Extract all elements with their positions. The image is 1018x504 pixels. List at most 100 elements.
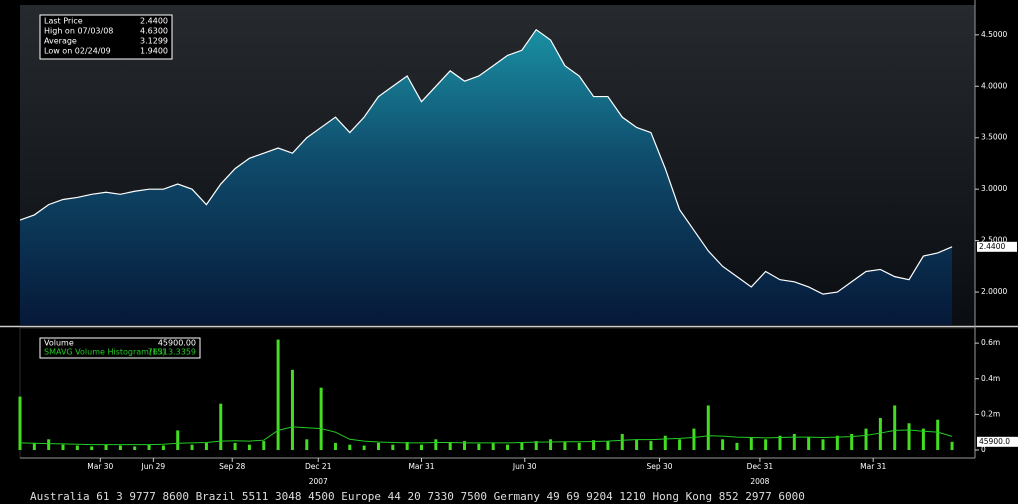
volume-bar	[204, 442, 208, 450]
volume-bar	[147, 444, 151, 450]
legend-label: High on 07/03/08	[44, 27, 113, 36]
footer: Australia 61 3 9777 8600 Brazil 5511 304…	[30, 490, 805, 503]
volume-bar	[692, 428, 696, 450]
x-tick-label: Mar 31	[860, 462, 886, 471]
year-label: 2007	[309, 477, 328, 486]
volume-bar	[792, 433, 796, 450]
last-price-tag	[977, 241, 1017, 252]
volume-bar	[319, 387, 323, 450]
legend-label: Average	[44, 37, 77, 46]
volume-bar	[118, 445, 122, 450]
volume-bar	[491, 442, 495, 450]
year-label: 2008	[750, 477, 769, 486]
volume-bar	[778, 435, 782, 450]
volume-bar	[878, 417, 882, 450]
x-tick-label: Jun 30	[512, 462, 537, 471]
x-tick-label: Dec 31	[747, 462, 774, 471]
volume-bar	[921, 428, 925, 450]
volume-bar	[247, 444, 251, 450]
volume-bar	[219, 403, 223, 450]
volume-bar	[592, 440, 596, 450]
volume-bar	[434, 439, 438, 450]
x-tick-label: Sep 30	[646, 462, 672, 471]
x-tick-label: Mar 30	[87, 462, 113, 471]
y-tick-label: 3.5000	[981, 133, 1007, 142]
volume-bar	[821, 439, 825, 450]
volume-bar	[420, 444, 424, 450]
legend-value: 76313.3359	[148, 348, 196, 357]
volume-bar	[663, 435, 667, 450]
legend-label: Low on 02/24/09	[44, 47, 111, 56]
volume-bar	[262, 441, 266, 450]
x-tick-label: Dec 21	[305, 462, 332, 471]
last-volume-label: 45900.0	[979, 437, 1010, 446]
volume-bar	[606, 441, 610, 450]
y-tick-label: 2.0000	[981, 287, 1007, 296]
last-price-label: 2.4400	[979, 242, 1005, 251]
volume-bar	[678, 439, 682, 450]
y-tick-label: 3.0000	[981, 184, 1007, 193]
volume-bar	[907, 423, 911, 450]
volume-bar	[620, 433, 624, 450]
volume-bar	[735, 442, 739, 450]
volume-bar	[563, 441, 567, 450]
volume-bar	[333, 442, 337, 450]
y-tick-label: 4.5000	[981, 30, 1007, 39]
legend-label: Last Price	[44, 17, 83, 26]
volume-bar	[577, 442, 581, 450]
legend-value: 2.4400	[140, 17, 168, 26]
volume-bar	[549, 439, 553, 450]
volume-bar	[463, 441, 467, 450]
y-tick-label: 0.4m	[981, 374, 1000, 383]
legend-box	[39, 14, 173, 60]
volume-bar	[61, 444, 65, 450]
volume-bar	[305, 439, 309, 450]
volume-bar	[32, 442, 36, 450]
volume-bar	[764, 439, 768, 450]
y-tick-label: 0.2m	[981, 409, 1000, 418]
volume-bar	[190, 444, 194, 450]
x-tick-label: Mar 31	[408, 462, 434, 471]
price-line	[19, 28, 953, 295]
last-volume-tag	[977, 436, 1018, 447]
x-tick-label: Jun 29	[141, 462, 166, 471]
volume-bar	[133, 446, 137, 450]
price-area	[20, 29, 953, 326]
x-tick-label: Sep 28	[219, 462, 245, 471]
legend-label: Volume	[44, 339, 74, 348]
volume-bar	[749, 437, 753, 450]
volume-bar	[835, 435, 839, 450]
legend-box	[39, 337, 201, 359]
volume-bar	[90, 446, 94, 450]
volume-bar	[405, 441, 409, 450]
volume-bar	[348, 444, 352, 450]
volume-bar	[864, 428, 868, 450]
volume-bar	[534, 441, 538, 450]
volume-bar	[706, 405, 710, 450]
y-tick-label: 4.0000	[981, 81, 1007, 90]
volume-bar	[520, 442, 524, 450]
volume-bar	[477, 443, 481, 450]
volume-bar	[448, 442, 452, 450]
legend-value: 45900.00	[158, 339, 196, 348]
legend-value: 4.6300	[140, 27, 168, 36]
volume-bar	[47, 439, 51, 450]
legend-value: 1.9400	[140, 47, 168, 56]
volume-bar	[290, 369, 294, 450]
smavg-line	[19, 426, 953, 446]
volume-bar	[635, 439, 639, 450]
y-tick-label: 0.6m	[981, 338, 1000, 347]
volume-bar	[362, 445, 366, 450]
y-tick-label: 0	[981, 445, 986, 454]
volume-bar	[75, 445, 79, 450]
volume-bar	[233, 442, 237, 450]
legend-value: 3.1299	[140, 37, 168, 46]
volume-bar	[807, 437, 811, 450]
volume-bar	[104, 444, 108, 450]
volume-bar	[391, 444, 395, 450]
volume-bar	[161, 445, 165, 450]
volume-bar	[850, 433, 854, 450]
volume-bar	[721, 439, 725, 450]
volume-bar	[936, 419, 940, 450]
